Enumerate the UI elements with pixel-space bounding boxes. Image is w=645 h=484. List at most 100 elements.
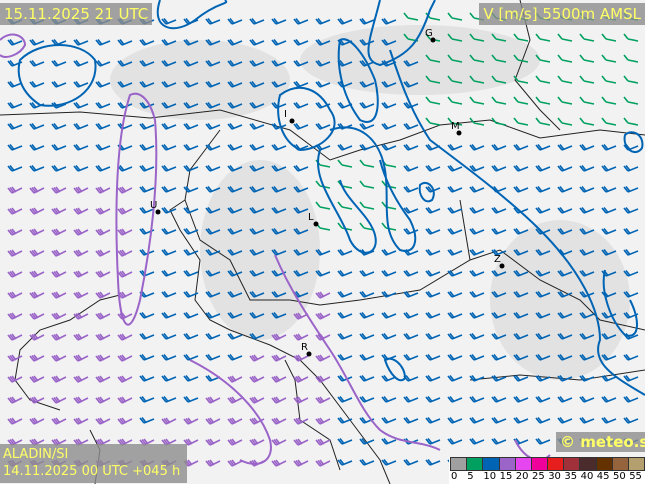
wind-barb <box>183 396 199 403</box>
wind-barb <box>315 201 331 210</box>
wind-barb <box>469 396 485 403</box>
wind-barb <box>337 144 353 151</box>
wind-barb <box>557 165 573 172</box>
city-label: U <box>150 200 157 211</box>
wind-barb <box>29 291 45 299</box>
wind-barb <box>271 81 287 88</box>
copyright-label[interactable]: © meteo.si <box>556 432 645 452</box>
wind-barb <box>491 396 507 403</box>
wind-barb <box>557 417 573 424</box>
city-marker <box>155 209 161 215</box>
wind-barb <box>601 333 617 340</box>
wind-barb <box>293 165 309 172</box>
wind-barb <box>227 291 243 298</box>
wind-barb <box>117 249 133 257</box>
wind-barb <box>315 354 331 362</box>
isotach-10 <box>602 269 638 337</box>
wind-barb <box>601 417 617 424</box>
wind-barb <box>513 291 529 298</box>
wind-barb <box>95 102 111 109</box>
wind-barb <box>139 144 155 151</box>
wind-barb <box>447 96 463 105</box>
wind-barb <box>447 144 463 151</box>
wind-barb <box>469 228 485 235</box>
wind-barb <box>205 333 221 340</box>
wind-barb <box>293 18 309 25</box>
legend-swatch <box>483 458 500 470</box>
wind-barb <box>425 333 441 340</box>
wind-barb <box>601 144 617 151</box>
wind-barb <box>403 270 419 277</box>
wind-barb <box>469 33 485 42</box>
wind-barb <box>73 228 89 236</box>
wind-barb <box>161 291 177 298</box>
wind-barb <box>491 207 507 214</box>
wind-barb <box>491 270 507 277</box>
wind-barb <box>139 438 155 446</box>
wind-barb <box>425 228 441 235</box>
wind-barb <box>183 207 199 214</box>
legend-tick: 50 <box>613 471 626 482</box>
wind-barb <box>425 291 441 298</box>
wind-barb <box>425 396 441 403</box>
isotach-10 <box>389 49 645 396</box>
wind-barb <box>271 165 287 172</box>
wind-barb <box>95 228 111 236</box>
wind-barb <box>249 333 265 340</box>
wind-barb <box>557 144 573 151</box>
wind-barb <box>227 102 243 109</box>
wind-barb <box>95 165 111 172</box>
wind-barb <box>579 354 595 361</box>
wind-barb <box>183 60 199 67</box>
legend-swatch <box>564 458 581 470</box>
wind-barb <box>557 75 573 84</box>
wind-barb <box>425 165 441 172</box>
wind-barb <box>513 117 529 126</box>
wind-barb <box>227 417 243 425</box>
wind-barb <box>249 312 265 319</box>
wind-barb <box>403 165 419 172</box>
wind-barb <box>95 207 111 215</box>
wind-barb <box>7 249 23 257</box>
legend-swatches <box>450 457 645 471</box>
wind-barb <box>447 354 463 361</box>
wind-barb <box>535 417 551 424</box>
wind-barb <box>161 249 177 256</box>
isotach-10 <box>367 0 436 67</box>
wind-barb <box>513 186 529 193</box>
wind-barb <box>403 102 419 109</box>
wind-barb <box>557 228 573 235</box>
wind-barb <box>337 312 353 319</box>
wind-barb <box>359 438 375 445</box>
isotach-10 <box>418 181 435 203</box>
wind-barb <box>161 18 177 25</box>
city-label: R <box>301 342 308 353</box>
wind-barb <box>425 186 441 193</box>
wind-barb <box>381 249 397 256</box>
wind-barb <box>161 207 177 214</box>
wind-barb <box>29 81 45 88</box>
wind-barb <box>73 60 89 67</box>
wind-barb <box>579 33 595 42</box>
wind-barb <box>381 18 397 25</box>
city-label: Z <box>494 254 501 265</box>
wind-barb <box>535 438 551 445</box>
wind-barb <box>117 165 133 172</box>
isotach-15 <box>115 92 158 326</box>
wind-barb <box>249 291 265 298</box>
wind-barb <box>161 123 177 130</box>
wind-barb <box>535 396 551 403</box>
wind-barb <box>7 123 23 130</box>
wind-barb <box>447 291 463 298</box>
wind-barb <box>381 333 397 340</box>
wind-barb <box>425 207 441 214</box>
wind-barb <box>469 117 485 126</box>
wind-barb <box>381 312 397 319</box>
wind-barb <box>337 270 353 277</box>
wind-barb <box>293 396 309 404</box>
wind-barb <box>249 396 265 404</box>
wind-barb <box>623 117 639 126</box>
wind-barb <box>491 375 507 382</box>
wind-barb <box>293 39 309 46</box>
wind-barb <box>293 312 309 320</box>
